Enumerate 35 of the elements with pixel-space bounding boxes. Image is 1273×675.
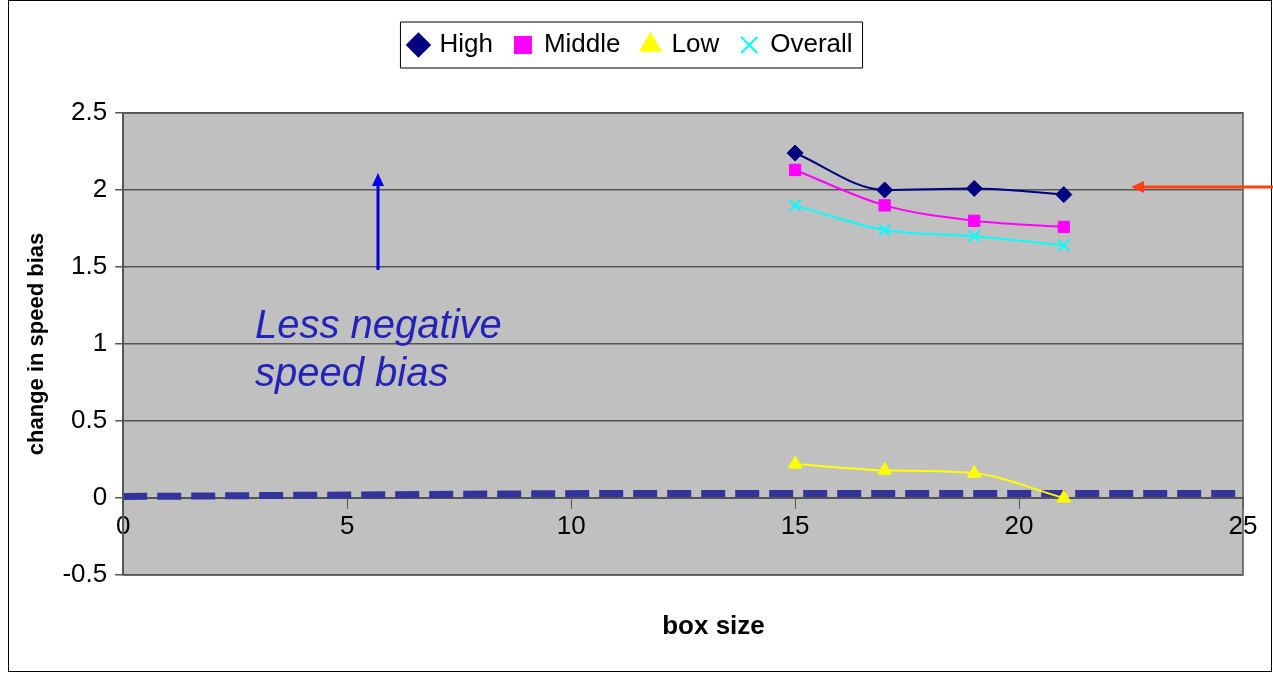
point — [876, 181, 894, 199]
legend-label: Middle — [543, 28, 621, 59]
x-tick-label: 10 — [556, 509, 586, 540]
point — [786, 144, 804, 162]
legend-label: High — [439, 28, 493, 59]
point — [878, 223, 892, 237]
point — [1057, 238, 1071, 253]
y-tick-label: 1 — [92, 327, 108, 358]
point — [965, 179, 983, 197]
point — [878, 199, 891, 212]
point — [1055, 186, 1073, 204]
point — [788, 163, 802, 177]
point — [787, 455, 803, 469]
y-axis-title: change in speed bias — [23, 232, 49, 456]
point — [966, 464, 982, 478]
y-tick-label: 1.5 — [71, 250, 108, 281]
point — [1056, 489, 1072, 503]
x-axis-title: box size — [661, 610, 766, 641]
point — [967, 229, 981, 243]
x-tick-label: 5 — [339, 509, 355, 540]
legend-label: Overall — [770, 28, 853, 59]
x-tick-label: 20 — [1004, 509, 1034, 540]
y-tick-label: 0.5 — [71, 404, 108, 435]
y-tick-label: 2 — [92, 173, 108, 204]
annotation: Less negative speed bias — [255, 301, 503, 396]
legend-label: Low — [671, 28, 720, 59]
point — [877, 461, 893, 475]
point — [788, 198, 802, 213]
y-tick-label: 2.5 — [71, 96, 108, 127]
y-tick-label: -0.5 — [62, 558, 108, 589]
point — [1057, 220, 1070, 234]
y-tick-label: 0 — [92, 481, 108, 512]
point — [968, 214, 981, 227]
x-tick-label: 25 — [1228, 509, 1258, 540]
x-tick-label: 15 — [780, 509, 810, 540]
